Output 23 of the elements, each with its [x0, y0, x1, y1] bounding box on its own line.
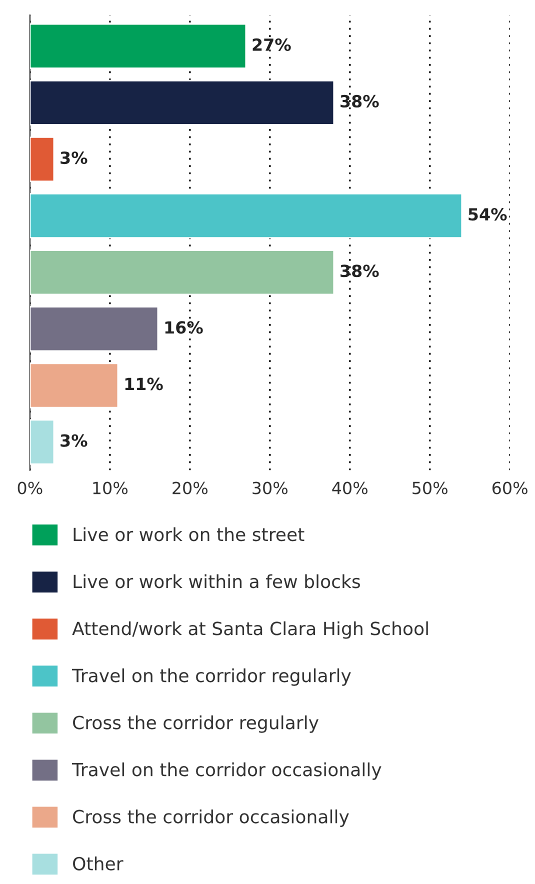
- data-label: 3%: [60, 151, 88, 164]
- legend-label: Attend/work at Santa Clara High School: [72, 621, 428, 639]
- data-label: 38%: [340, 94, 379, 108]
- legend-label: Travel on the corridor occasionally: [72, 762, 382, 780]
- legend-label: Other: [73, 856, 124, 870]
- x-tick-label: 0%: [18, 482, 42, 494]
- data-label: 11%: [125, 378, 163, 390]
- legend-label: Cross the corridor regularly: [73, 715, 319, 733]
- data-label: 3%: [60, 434, 88, 447]
- data-label: 54%: [468, 208, 507, 221]
- x-tick-label: 10%: [93, 482, 128, 494]
- x-tick-label: 40%: [332, 482, 368, 494]
- x-tick-label: 20%: [172, 482, 208, 494]
- x-tick-label: 60%: [492, 482, 528, 494]
- data-label: 27%: [252, 38, 291, 51]
- legend-label: Travel on the corridor regularly: [72, 668, 351, 686]
- legend-label: Live or work within a few blocks: [74, 574, 360, 588]
- data-label: 16%: [165, 321, 203, 334]
- data-label: 38%: [340, 264, 379, 278]
- legend-label: Live or work on the street: [74, 527, 304, 542]
- x-tick-label: 50%: [412, 482, 448, 494]
- legend-label: Cross the corridor occasionally: [73, 809, 349, 827]
- x-tick-label: 30%: [252, 482, 288, 494]
